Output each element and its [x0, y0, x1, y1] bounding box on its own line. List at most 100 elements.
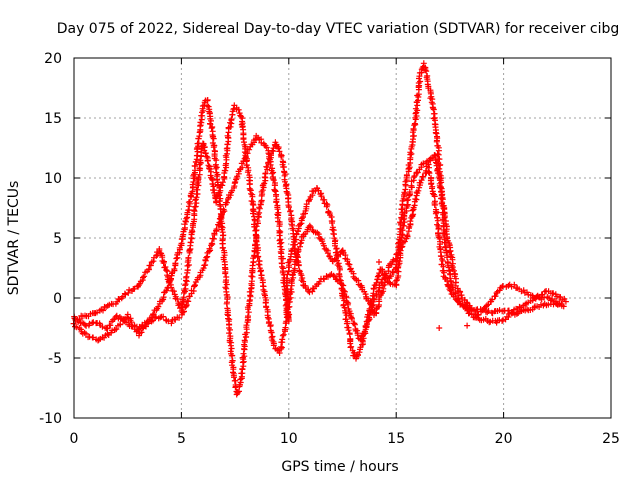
- x-tick-label: 15: [387, 431, 405, 447]
- data-point: [86, 333, 93, 340]
- data-point: [261, 180, 268, 187]
- y-tick-label: -10: [39, 411, 62, 427]
- data-point: [244, 169, 251, 176]
- data-point: [219, 244, 226, 251]
- data-point: [252, 227, 259, 234]
- data-point: [90, 334, 97, 341]
- data-point: [279, 332, 286, 339]
- data-point: [248, 190, 254, 197]
- data-point: [168, 284, 175, 291]
- data-point: [297, 221, 304, 228]
- data-point: [410, 132, 417, 139]
- data-point: [337, 251, 344, 258]
- data-point: [83, 330, 89, 337]
- data-point: [200, 265, 207, 272]
- data-point: [224, 141, 231, 148]
- data-point: [346, 261, 353, 268]
- data-point: [348, 343, 355, 350]
- data-point: [276, 148, 283, 155]
- data-point: [330, 230, 337, 237]
- data-point: [423, 68, 430, 75]
- data-point: [189, 227, 195, 234]
- data-point: [434, 214, 441, 221]
- data-point: [390, 269, 397, 276]
- data-point: [172, 260, 179, 267]
- data-point: [285, 203, 292, 210]
- data-point: [150, 311, 157, 317]
- data-point: [444, 254, 450, 261]
- data-point: [420, 60, 427, 67]
- data-point: [278, 153, 285, 160]
- data-point: [183, 215, 190, 222]
- data-point: [163, 267, 170, 274]
- data-point: [337, 266, 343, 273]
- data-point: [350, 352, 357, 359]
- data-point: [208, 240, 215, 247]
- data-point: [210, 144, 217, 151]
- data-point: [73, 324, 80, 331]
- data-point: [138, 329, 145, 336]
- data-point: [228, 116, 235, 123]
- data-point: [173, 255, 180, 262]
- x-tick-labels: 0 5 10 15 20 25: [70, 431, 620, 447]
- data-point: [398, 206, 405, 213]
- y-tick-label: 0: [53, 291, 62, 307]
- data-point: [315, 187, 322, 194]
- data-point: [410, 125, 417, 132]
- data-point: [227, 342, 234, 349]
- data-point: [457, 289, 464, 295]
- data-point: [174, 296, 181, 303]
- data-point: [86, 320, 93, 327]
- data-point: [438, 195, 445, 202]
- x-tick-label: 0: [70, 431, 79, 447]
- data-point: [386, 279, 393, 286]
- data-point: [431, 154, 438, 160]
- x-axis-label: GPS time / hours: [281, 459, 398, 475]
- data-point: [100, 307, 106, 314]
- data-point: [436, 174, 443, 181]
- data-point: [113, 326, 120, 333]
- data-point: [160, 260, 167, 266]
- data-point: [231, 377, 238, 384]
- data-point: [171, 266, 178, 272]
- data-point: [226, 330, 233, 337]
- data-point: [471, 307, 478, 313]
- data-point: [426, 170, 433, 177]
- data-point: [323, 203, 330, 210]
- data-point: [437, 161, 444, 168]
- data-point: [171, 288, 177, 295]
- data-point: [270, 342, 277, 349]
- data-point: [374, 273, 381, 280]
- data-point: [400, 222, 407, 229]
- data-point: [185, 298, 192, 305]
- data-point: [126, 286, 133, 293]
- data-point: [224, 132, 231, 139]
- data-point: [160, 313, 167, 320]
- data-point: [249, 262, 256, 269]
- data-point: [343, 312, 350, 319]
- data-point: [362, 322, 369, 329]
- data-point: [366, 314, 372, 321]
- data-point: [162, 264, 169, 270]
- data-point: [305, 197, 312, 204]
- data-point: [398, 237, 404, 244]
- data-point: [387, 273, 394, 280]
- data-point: [433, 162, 440, 169]
- data-point: [274, 206, 281, 213]
- data-point: [287, 256, 294, 263]
- data-point: [117, 321, 124, 328]
- data-point: [264, 164, 270, 171]
- data-point: [246, 146, 253, 153]
- data-point: [316, 278, 323, 285]
- data-point: [403, 172, 410, 178]
- data-point: [446, 248, 453, 255]
- data-point: [394, 268, 401, 275]
- y-tick-label: 20: [44, 51, 62, 67]
- data-point: [279, 255, 286, 262]
- data-point: [192, 163, 199, 170]
- data-point: [143, 323, 149, 330]
- data-point: [407, 149, 414, 156]
- data-point: [197, 157, 204, 164]
- y-tick-label: 15: [44, 111, 62, 127]
- data-point: [203, 254, 210, 261]
